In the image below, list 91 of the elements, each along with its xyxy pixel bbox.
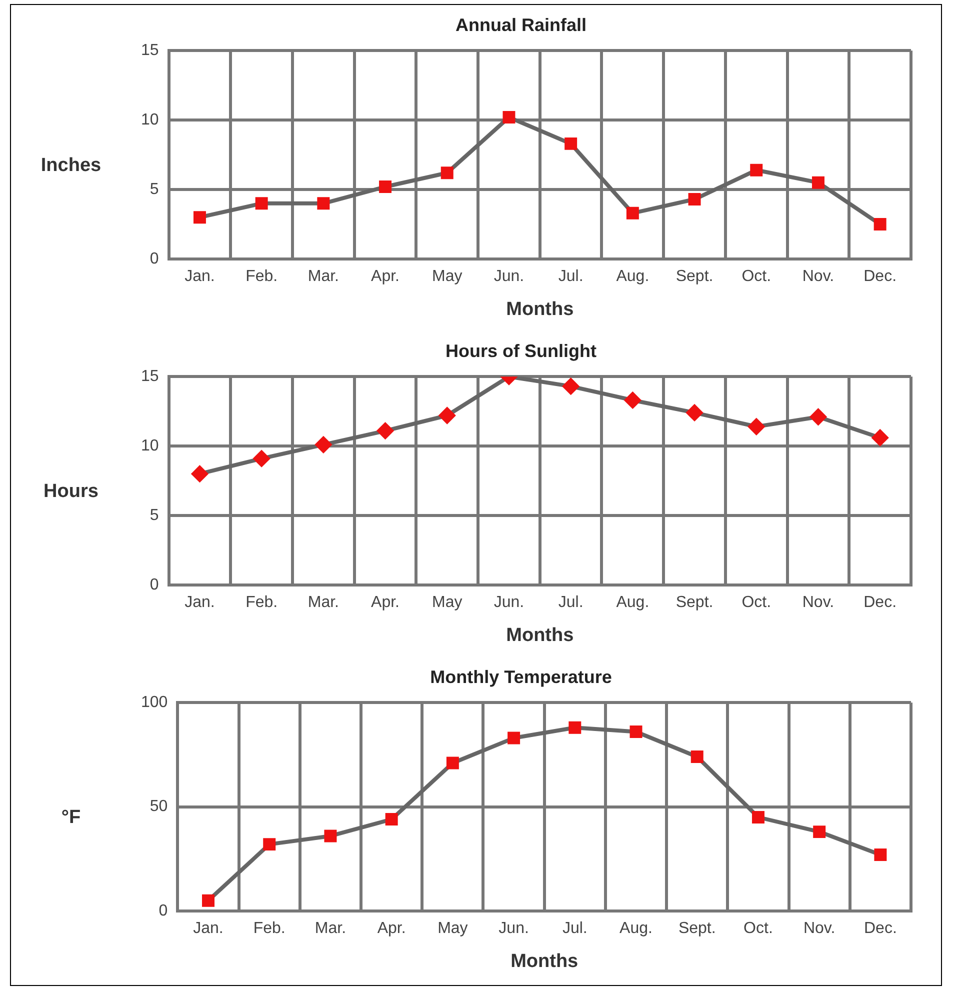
y-tick-label: 10 <box>141 437 159 454</box>
y-tick-label: 5 <box>150 506 159 524</box>
x-tick-label: Aug. <box>616 268 650 286</box>
x-tick-label: Jul. <box>558 268 584 286</box>
point <box>193 211 206 224</box>
point <box>562 378 579 394</box>
x-tick-label: Feb. <box>246 594 278 612</box>
point <box>385 813 398 826</box>
x-tick-label: Jan. <box>184 594 215 612</box>
x-tick-label: Apr. <box>371 268 400 286</box>
x-tick-label: Jun. <box>494 268 524 286</box>
y-tick-label: 0 <box>158 902 168 920</box>
chart-title: Annual Rainfall <box>455 14 587 35</box>
x-axis-title: Months <box>506 298 574 320</box>
x-tick-label: Apr. <box>371 594 400 612</box>
point <box>810 408 826 425</box>
x-tick-label: Dec. <box>864 920 897 938</box>
point <box>263 838 276 851</box>
y-tick-label: 0 <box>150 576 159 594</box>
x-tick-label: Nov. <box>803 920 836 938</box>
y-axis-title: °F <box>60 806 82 829</box>
point <box>377 422 394 439</box>
point <box>254 450 270 467</box>
x-tick-label: Nov. <box>802 268 834 286</box>
x-tick-label: Dec. <box>864 268 897 286</box>
x-tick-label: Sept. <box>676 268 714 286</box>
y-tick-label: 0 <box>150 250 159 268</box>
point <box>812 176 824 189</box>
x-tick-label: Oct. <box>744 920 773 938</box>
x-axis-title: Months <box>506 624 574 646</box>
point <box>502 111 516 124</box>
x-tick-label: Aug. <box>620 920 652 938</box>
x-tick-label: Mar. <box>308 268 339 286</box>
point <box>568 721 582 734</box>
point <box>624 392 641 408</box>
x-tick-label: Jun. <box>494 594 524 612</box>
point <box>752 810 764 824</box>
x-tick-label: Apr. <box>377 920 406 938</box>
y-tick-label: 5 <box>150 180 159 198</box>
point <box>508 732 520 744</box>
point <box>872 430 888 446</box>
point <box>686 404 703 421</box>
chart-title: Monthly Temperature <box>430 666 612 687</box>
x-tick-label: Feb. <box>246 268 278 286</box>
y-tick-label: 15 <box>141 42 159 60</box>
x-tick-label: Jun. <box>498 920 529 938</box>
x-axis-title: Months <box>510 950 578 972</box>
y-tick-label: 10 <box>141 111 159 128</box>
x-tick-label: May <box>432 594 462 612</box>
point <box>440 166 454 180</box>
x-tick-label: Feb. <box>253 920 286 938</box>
point <box>255 197 268 210</box>
x-tick-label: Dec. <box>864 594 897 612</box>
point <box>446 756 459 770</box>
x-tick-label: Aug. <box>616 594 650 612</box>
point <box>748 418 764 435</box>
x-tick-label: Nov. <box>802 594 834 612</box>
point <box>750 164 763 176</box>
y-tick-label: 100 <box>140 694 168 712</box>
x-tick-label: May <box>432 268 462 286</box>
y-axis-title: Inches <box>40 154 102 177</box>
x-tick-label: Jul. <box>558 594 584 612</box>
x-tick-label: Jul. <box>562 920 588 938</box>
x-tick-label: Jan. <box>184 268 215 286</box>
x-tick-label: May <box>438 920 468 938</box>
x-tick-label: Sept. <box>676 594 714 612</box>
point <box>564 137 578 150</box>
point <box>439 408 456 424</box>
point <box>192 466 208 482</box>
x-tick-label: Mar. <box>314 920 346 938</box>
point <box>317 197 330 210</box>
point <box>202 894 214 907</box>
x-tick-label: Oct. <box>742 594 772 612</box>
point <box>626 206 639 220</box>
x-tick-label: Sept. <box>678 920 716 938</box>
point <box>315 436 332 453</box>
y-tick-label: 50 <box>150 798 168 816</box>
point <box>630 726 642 738</box>
y-axis-title: Hours <box>42 480 100 503</box>
point <box>813 826 826 838</box>
point <box>874 848 887 861</box>
point <box>379 180 392 193</box>
chart-title: Hours of Sunlight <box>446 340 596 361</box>
x-tick-label: Mar. <box>308 594 339 612</box>
point <box>688 193 701 206</box>
point <box>690 750 704 764</box>
x-tick-label: Jan. <box>193 920 224 938</box>
point <box>874 218 886 231</box>
y-tick-label: 15 <box>141 368 159 386</box>
point <box>324 830 337 842</box>
x-tick-label: Oct. <box>742 268 772 286</box>
